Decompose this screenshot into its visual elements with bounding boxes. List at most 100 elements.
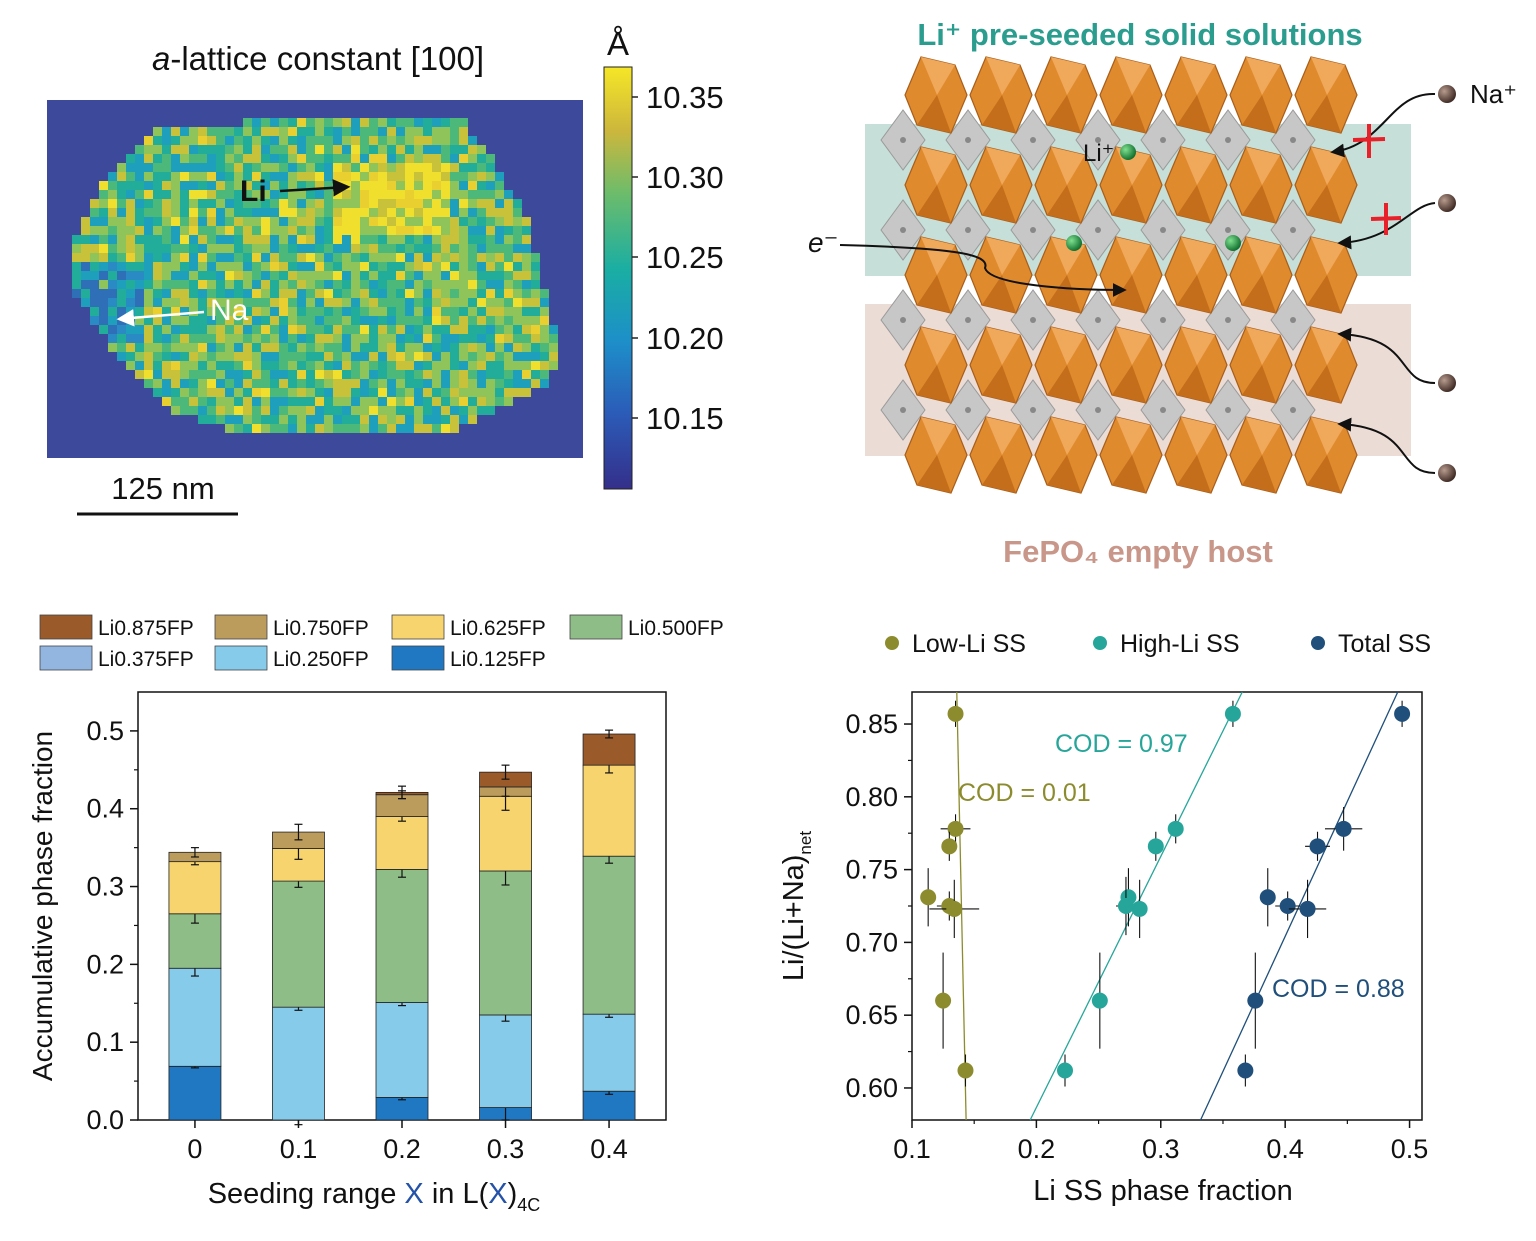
map-pixel bbox=[72, 262, 81, 271]
map-pixel bbox=[252, 154, 261, 163]
map-pixel bbox=[261, 262, 270, 271]
map-pixel bbox=[414, 271, 423, 280]
map-pixel bbox=[477, 145, 486, 154]
map-pixel bbox=[378, 316, 387, 325]
map-pixel bbox=[216, 253, 225, 262]
map-pixel bbox=[279, 289, 288, 298]
map-pixel bbox=[189, 154, 198, 163]
map-pixel bbox=[495, 397, 504, 406]
map-pixel bbox=[477, 262, 486, 271]
map-pixel bbox=[486, 379, 495, 388]
map-pixel bbox=[378, 424, 387, 433]
map-pixel bbox=[270, 217, 279, 226]
octahedron-face bbox=[1181, 57, 1215, 95]
map-pixel bbox=[468, 172, 477, 181]
na-ion bbox=[1438, 464, 1456, 482]
map-pixel bbox=[243, 361, 252, 370]
map-pixel bbox=[405, 343, 414, 352]
map-pixel bbox=[189, 145, 198, 154]
map-pixel bbox=[387, 208, 396, 217]
map-pixel bbox=[504, 190, 513, 199]
octahedron-face bbox=[1246, 147, 1280, 185]
map-pixel bbox=[198, 334, 207, 343]
map-pixel bbox=[324, 136, 333, 145]
map-pixel bbox=[450, 208, 459, 217]
map-pixel bbox=[369, 262, 378, 271]
map-pixel bbox=[342, 370, 351, 379]
map-pixel bbox=[513, 244, 522, 253]
p-atom bbox=[1290, 317, 1296, 323]
data-point bbox=[1394, 705, 1411, 722]
map-pixel bbox=[90, 235, 99, 244]
map-pixel bbox=[522, 370, 531, 379]
map-pixel bbox=[252, 334, 261, 343]
map-pixel bbox=[207, 271, 216, 280]
map-pixel bbox=[261, 370, 270, 379]
map-pixel bbox=[234, 226, 243, 235]
map-pixel bbox=[297, 154, 306, 163]
map-pixel bbox=[396, 379, 405, 388]
map-pixel bbox=[99, 298, 108, 307]
map-pixel bbox=[468, 262, 477, 271]
map-pixel bbox=[288, 253, 297, 262]
bar-segment bbox=[375, 869, 429, 1003]
map-pixel bbox=[315, 118, 324, 127]
map-pixel bbox=[216, 307, 225, 316]
y-tick-label: 0.3 bbox=[86, 872, 124, 902]
map-pixel bbox=[369, 307, 378, 316]
octahedron-face bbox=[982, 275, 1016, 313]
map-pixel bbox=[486, 244, 495, 253]
map-pixel bbox=[288, 271, 297, 280]
map-pixel bbox=[423, 136, 432, 145]
map-pixel bbox=[351, 262, 360, 271]
map-pixel bbox=[198, 145, 207, 154]
map-pixel bbox=[522, 280, 531, 289]
bar-segment bbox=[375, 1002, 429, 1098]
map-pixel bbox=[441, 334, 450, 343]
bar-segment bbox=[479, 1014, 532, 1108]
map-pixel bbox=[486, 163, 495, 172]
map-pixel bbox=[477, 397, 486, 406]
map-pixel bbox=[135, 271, 144, 280]
map-pixel bbox=[342, 415, 351, 424]
map-pixel bbox=[540, 289, 549, 298]
map-pixel bbox=[423, 163, 432, 172]
map-pixel bbox=[504, 235, 513, 244]
map-pixel bbox=[405, 199, 414, 208]
map-pixel bbox=[360, 352, 369, 361]
map-pixel bbox=[198, 136, 207, 145]
octahedron-face bbox=[982, 365, 1016, 403]
map-pixel bbox=[540, 298, 549, 307]
map-pixel bbox=[225, 388, 234, 397]
map-pixel bbox=[423, 145, 432, 154]
map-pixel bbox=[261, 136, 270, 145]
map-pixel bbox=[504, 253, 513, 262]
octahedron-face bbox=[921, 417, 955, 455]
map-pixel bbox=[333, 415, 342, 424]
map-pixel bbox=[450, 370, 459, 379]
map-pixel bbox=[432, 253, 441, 262]
map-pixel bbox=[297, 127, 306, 136]
map-pixel bbox=[360, 190, 369, 199]
map-pixel bbox=[153, 370, 162, 379]
map-pixel bbox=[477, 253, 486, 262]
map-pixel bbox=[261, 253, 270, 262]
map-pixel bbox=[288, 226, 297, 235]
map-pixel bbox=[288, 118, 297, 127]
map-pixel bbox=[324, 307, 333, 316]
map-pixel bbox=[432, 388, 441, 397]
map-pixel bbox=[324, 280, 333, 289]
map-pixel bbox=[450, 226, 459, 235]
map-pixel bbox=[450, 181, 459, 190]
map-pixel bbox=[90, 298, 99, 307]
map-pixel bbox=[495, 361, 504, 370]
map-pixel bbox=[360, 298, 369, 307]
map-pixel bbox=[180, 154, 189, 163]
p-atom bbox=[1225, 137, 1231, 143]
map-pixel bbox=[162, 127, 171, 136]
map-pixel bbox=[189, 316, 198, 325]
map-pixel bbox=[369, 235, 378, 244]
map-pixel bbox=[207, 361, 216, 370]
map-pixel bbox=[405, 244, 414, 253]
map-pixel bbox=[126, 289, 135, 298]
